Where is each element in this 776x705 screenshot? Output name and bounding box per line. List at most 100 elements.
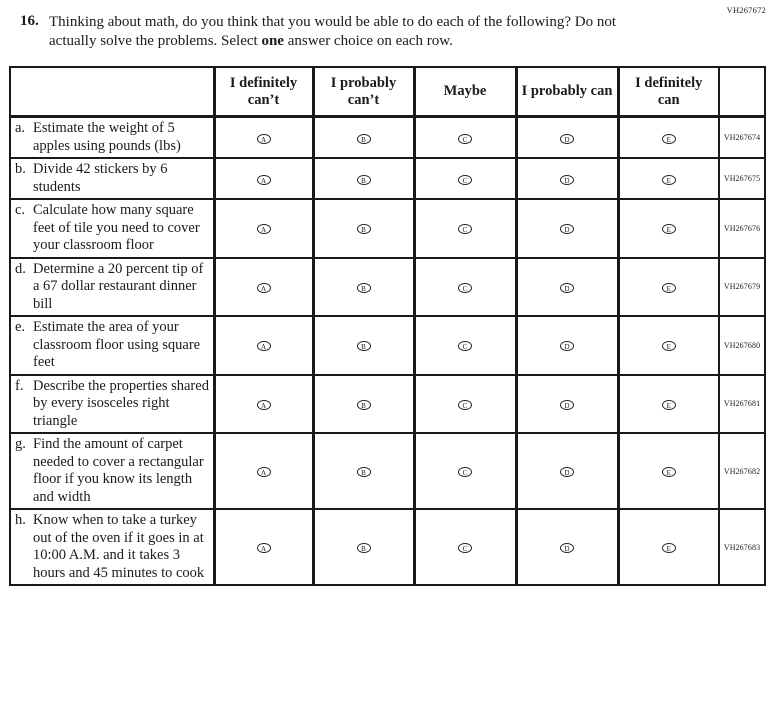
item-text: Divide 42 stickers by 6 students (33, 161, 168, 195)
option-cell-e: E (616, 432, 720, 510)
item-accession-code: VH267682 (718, 432, 766, 510)
header-cell-option-a: I definitely can’t (212, 66, 314, 118)
item-stem-cell: h. Know when to take a turkey out of the … (9, 508, 215, 586)
option-bubble-c[interactable]: C (458, 133, 472, 144)
option-bubble-b[interactable]: B (356, 467, 371, 477)
option-bubble-a[interactable]: A (256, 399, 271, 410)
header-cell-option-d: I probably can (514, 66, 619, 118)
option-bubble-a[interactable]: A (256, 174, 271, 185)
option-cell-e: E (616, 373, 720, 434)
option-cell-b: B (311, 508, 415, 586)
table-row: d. Determine a 20 percent tip of a 67 dol… (9, 256, 766, 317)
option-bubble-b[interactable]: B (356, 133, 371, 144)
option-cell-d: D (514, 315, 619, 376)
option-bubble-a[interactable]: A (256, 467, 271, 477)
option-bubble-e[interactable]: E (661, 399, 676, 410)
option-cell-e: E (616, 256, 720, 317)
option-bubble-d[interactable]: D (560, 282, 574, 293)
option-bubble-e[interactable]: E (661, 174, 676, 185)
option-bubble-e[interactable]: E (661, 341, 676, 352)
option-cell-b: B (311, 198, 415, 259)
option-bubble-e[interactable]: E (661, 133, 676, 144)
item-letter: d. (15, 260, 26, 277)
option-bubble-c[interactable]: C (458, 341, 472, 352)
option-bubble-d[interactable]: D (560, 341, 574, 352)
option-bubble-c[interactable]: C (458, 467, 472, 477)
option-cell-c: C (412, 432, 517, 510)
option-cell-e: E (616, 157, 720, 200)
option-cell-c: C (412, 256, 517, 317)
option-cell-b: B (311, 432, 415, 510)
item-letter: h. (15, 512, 26, 528)
option-cell-c: C (412, 315, 517, 376)
option-cell-c: C (412, 115, 517, 159)
table-row: h. Know when to take a turkey out of the … (9, 508, 766, 586)
option-bubble-e[interactable]: E (661, 224, 676, 235)
option-bubble-c[interactable]: C (458, 224, 472, 235)
option-bubble-e[interactable]: E (661, 282, 676, 293)
item-accession-code: VH267680 (718, 315, 766, 376)
option-bubble-a[interactable]: A (256, 133, 271, 144)
item-text: Calculate how many square feet of tile y… (33, 202, 200, 253)
option-bubble-e[interactable]: E (661, 543, 676, 553)
item-letter: b. (15, 161, 26, 177)
option-bubble-c[interactable]: C (458, 174, 472, 185)
option-bubble-d[interactable]: D (560, 174, 574, 185)
option-cell-e: E (616, 508, 720, 586)
table-row: b. Divide 42 stickers by 6 students A B C D E V… (9, 157, 766, 200)
item-text: Estimate the area of your classroom floo… (33, 319, 201, 370)
option-cell-a: A (212, 198, 314, 259)
item-letter: c. (15, 202, 26, 218)
option-cell-d: D (514, 432, 619, 510)
option-bubble-b[interactable]: B (356, 224, 371, 235)
option-bubble-d[interactable]: D (560, 543, 574, 553)
item-accession-code: VH267674 (718, 115, 766, 159)
item-text: Estimate the weight of 5 apples using po… (33, 120, 181, 154)
item-stem-cell: g. Find the amount of carpet needed to co… (9, 432, 215, 510)
option-cell-a: A (212, 508, 314, 586)
item-stem-cell: c. Calculate how many square feet of tile… (9, 198, 215, 259)
option-cell-a: A (212, 373, 314, 434)
option-bubble-d[interactable]: D (560, 399, 574, 410)
option-bubble-c[interactable]: C (458, 399, 472, 410)
option-bubble-c[interactable]: C (458, 282, 472, 293)
item-stem: b. Divide 42 stickers by 6 students (14, 161, 210, 196)
option-bubble-e[interactable]: E (661, 467, 676, 477)
option-bubble-a[interactable]: A (256, 224, 271, 235)
option-bubble-b[interactable]: B (356, 543, 371, 553)
option-bubble-d[interactable]: D (560, 133, 574, 144)
option-bubble-b[interactable]: B (356, 399, 371, 410)
table-row: c. Calculate how many square feet of tile… (9, 198, 766, 259)
response-table: I definitely can’t I probably can’t Maybe I… (9, 66, 766, 586)
table-row: e. Estimate the area of your classroom fl… (9, 315, 766, 376)
header-cell-option-e: I definitely can (616, 66, 720, 118)
option-cell-c: C (412, 198, 517, 259)
option-bubble-b[interactable]: B (356, 174, 371, 185)
option-cell-d: D (514, 508, 619, 586)
option-cell-e: E (616, 315, 720, 376)
question-text-part2: answer choice on each row. (283, 33, 453, 49)
question-text: Thinking about math, do you think that y… (49, 13, 659, 51)
option-bubble-a[interactable]: A (256, 543, 271, 553)
option-cell-a: A (212, 432, 314, 510)
option-bubble-a[interactable]: A (256, 341, 271, 352)
option-cell-a: A (212, 315, 314, 376)
item-stem-cell: e. Estimate the area of your classroom fl… (9, 315, 215, 376)
item-stem-cell: f. Describe the properties shared by ever… (9, 373, 215, 434)
item-letter: f. (15, 377, 24, 394)
option-bubble-d[interactable]: D (560, 467, 574, 477)
option-cell-c: C (412, 508, 517, 586)
option-bubble-b[interactable]: B (356, 341, 371, 352)
option-bubble-b[interactable]: B (356, 282, 371, 293)
option-bubble-c[interactable]: C (458, 543, 472, 553)
option-cell-d: D (514, 198, 619, 259)
item-text: Know when to take a turkey out of the ov… (33, 512, 205, 581)
item-letter: e. (15, 319, 26, 335)
option-bubble-a[interactable]: A (256, 282, 271, 293)
item-stem: a. Estimate the weight of 5 apples using … (14, 120, 210, 155)
item-letter: a. (15, 120, 26, 136)
item-accession-code: VH267676 (718, 198, 766, 259)
option-bubble-d[interactable]: D (560, 224, 574, 235)
option-cell-e: E (616, 115, 720, 159)
